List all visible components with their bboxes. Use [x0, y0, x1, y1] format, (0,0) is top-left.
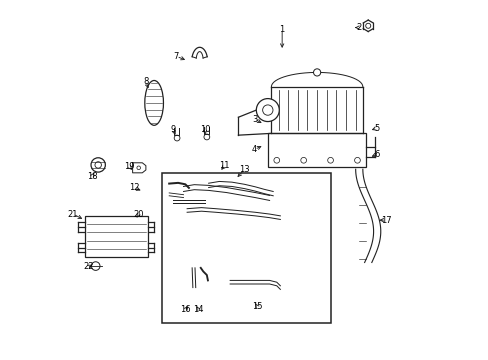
- Circle shape: [354, 157, 360, 163]
- Text: 19: 19: [123, 162, 134, 171]
- Text: 2: 2: [356, 23, 361, 32]
- Circle shape: [174, 135, 180, 141]
- Text: 17: 17: [380, 216, 391, 225]
- Circle shape: [91, 158, 105, 172]
- Circle shape: [137, 166, 140, 170]
- Circle shape: [273, 157, 279, 163]
- Text: 1: 1: [279, 25, 284, 34]
- Circle shape: [262, 105, 272, 115]
- Text: 22: 22: [83, 262, 94, 271]
- Text: 8: 8: [143, 77, 148, 86]
- Text: 5: 5: [374, 123, 379, 132]
- Ellipse shape: [144, 81, 163, 125]
- Text: 21: 21: [68, 210, 78, 219]
- Circle shape: [313, 69, 320, 76]
- Bar: [162, 173, 330, 323]
- Text: 13: 13: [239, 165, 249, 174]
- Text: 4: 4: [251, 145, 257, 154]
- FancyBboxPatch shape: [267, 134, 366, 167]
- Text: 9: 9: [170, 125, 176, 134]
- Text: 3: 3: [251, 114, 257, 123]
- Circle shape: [365, 23, 370, 28]
- Circle shape: [203, 134, 209, 140]
- Text: 10: 10: [200, 125, 210, 134]
- Circle shape: [91, 262, 100, 270]
- Text: 18: 18: [86, 172, 97, 181]
- Text: 14: 14: [193, 305, 203, 314]
- Text: 15: 15: [251, 302, 262, 311]
- Text: 12: 12: [129, 183, 140, 192]
- Text: 11: 11: [219, 161, 229, 170]
- Text: 7: 7: [173, 52, 179, 61]
- Circle shape: [256, 99, 279, 122]
- Circle shape: [300, 157, 306, 163]
- Bar: [85, 216, 147, 257]
- Circle shape: [95, 162, 101, 168]
- Text: 6: 6: [374, 150, 379, 159]
- Circle shape: [327, 157, 333, 163]
- Text: 20: 20: [133, 210, 143, 219]
- Text: 16: 16: [180, 305, 190, 314]
